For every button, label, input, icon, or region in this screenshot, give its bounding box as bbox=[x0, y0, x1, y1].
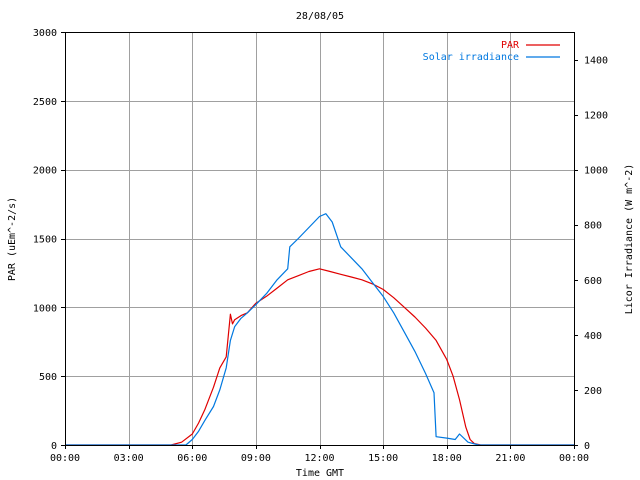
series-line-par bbox=[65, 268, 574, 446]
x-tick-label: 12:00 bbox=[304, 453, 334, 464]
y-left-tick-label: 1500 bbox=[33, 235, 57, 246]
y-left-tick-label: 2000 bbox=[33, 166, 57, 177]
y-right-tick-label: 1400 bbox=[584, 56, 608, 67]
y-right-tick-label: 800 bbox=[584, 221, 602, 232]
series-line-solar-irradiance bbox=[65, 213, 574, 446]
x-tick-label: 06:00 bbox=[177, 453, 207, 464]
chart-title: 28/08/05 bbox=[296, 11, 344, 22]
legend-label: Solar irradiance bbox=[423, 52, 519, 63]
y-right-tick-label: 600 bbox=[584, 276, 602, 287]
y-left-tick-label: 2500 bbox=[33, 97, 57, 108]
grid bbox=[65, 32, 574, 445]
x-tick-label: 03:00 bbox=[114, 453, 144, 464]
y-right-tick-label: 1000 bbox=[584, 166, 608, 177]
y-left-tick-label: 1000 bbox=[33, 303, 57, 314]
plot-series bbox=[65, 213, 574, 446]
y-right-tick-label: 400 bbox=[584, 331, 602, 342]
y-left-tick-label: 500 bbox=[39, 372, 57, 383]
x-tick-label: 09:00 bbox=[241, 453, 271, 464]
x-tick-label: 15:00 bbox=[368, 453, 398, 464]
y-right-tick-label: 1200 bbox=[584, 111, 608, 122]
axis-ticks bbox=[61, 32, 578, 449]
y-right-tick-label: 200 bbox=[584, 386, 602, 397]
tick-labels: 00:00 03:00 06:00 09:00 12:00 15:00 18:00 21:00… bbox=[33, 28, 608, 464]
x-axis-label: Time GMT bbox=[296, 468, 344, 479]
x-tick-label: 00:00 bbox=[559, 453, 589, 464]
y-left-tick-label: 3000 bbox=[33, 28, 57, 39]
y-left-tick-label: 0 bbox=[51, 441, 57, 452]
x-tick-label: 21:00 bbox=[495, 453, 525, 464]
y-axis-left-label: PAR (uEm^-2/s) bbox=[7, 197, 18, 281]
y-right-tick-label: 0 bbox=[584, 441, 590, 452]
x-tick-label: 00:00 bbox=[50, 453, 80, 464]
y-axis-right-label: Licor Irradiance (W m^-2) bbox=[624, 164, 635, 315]
legend-label: PAR bbox=[501, 40, 520, 51]
x-tick-label: 18:00 bbox=[432, 453, 462, 464]
